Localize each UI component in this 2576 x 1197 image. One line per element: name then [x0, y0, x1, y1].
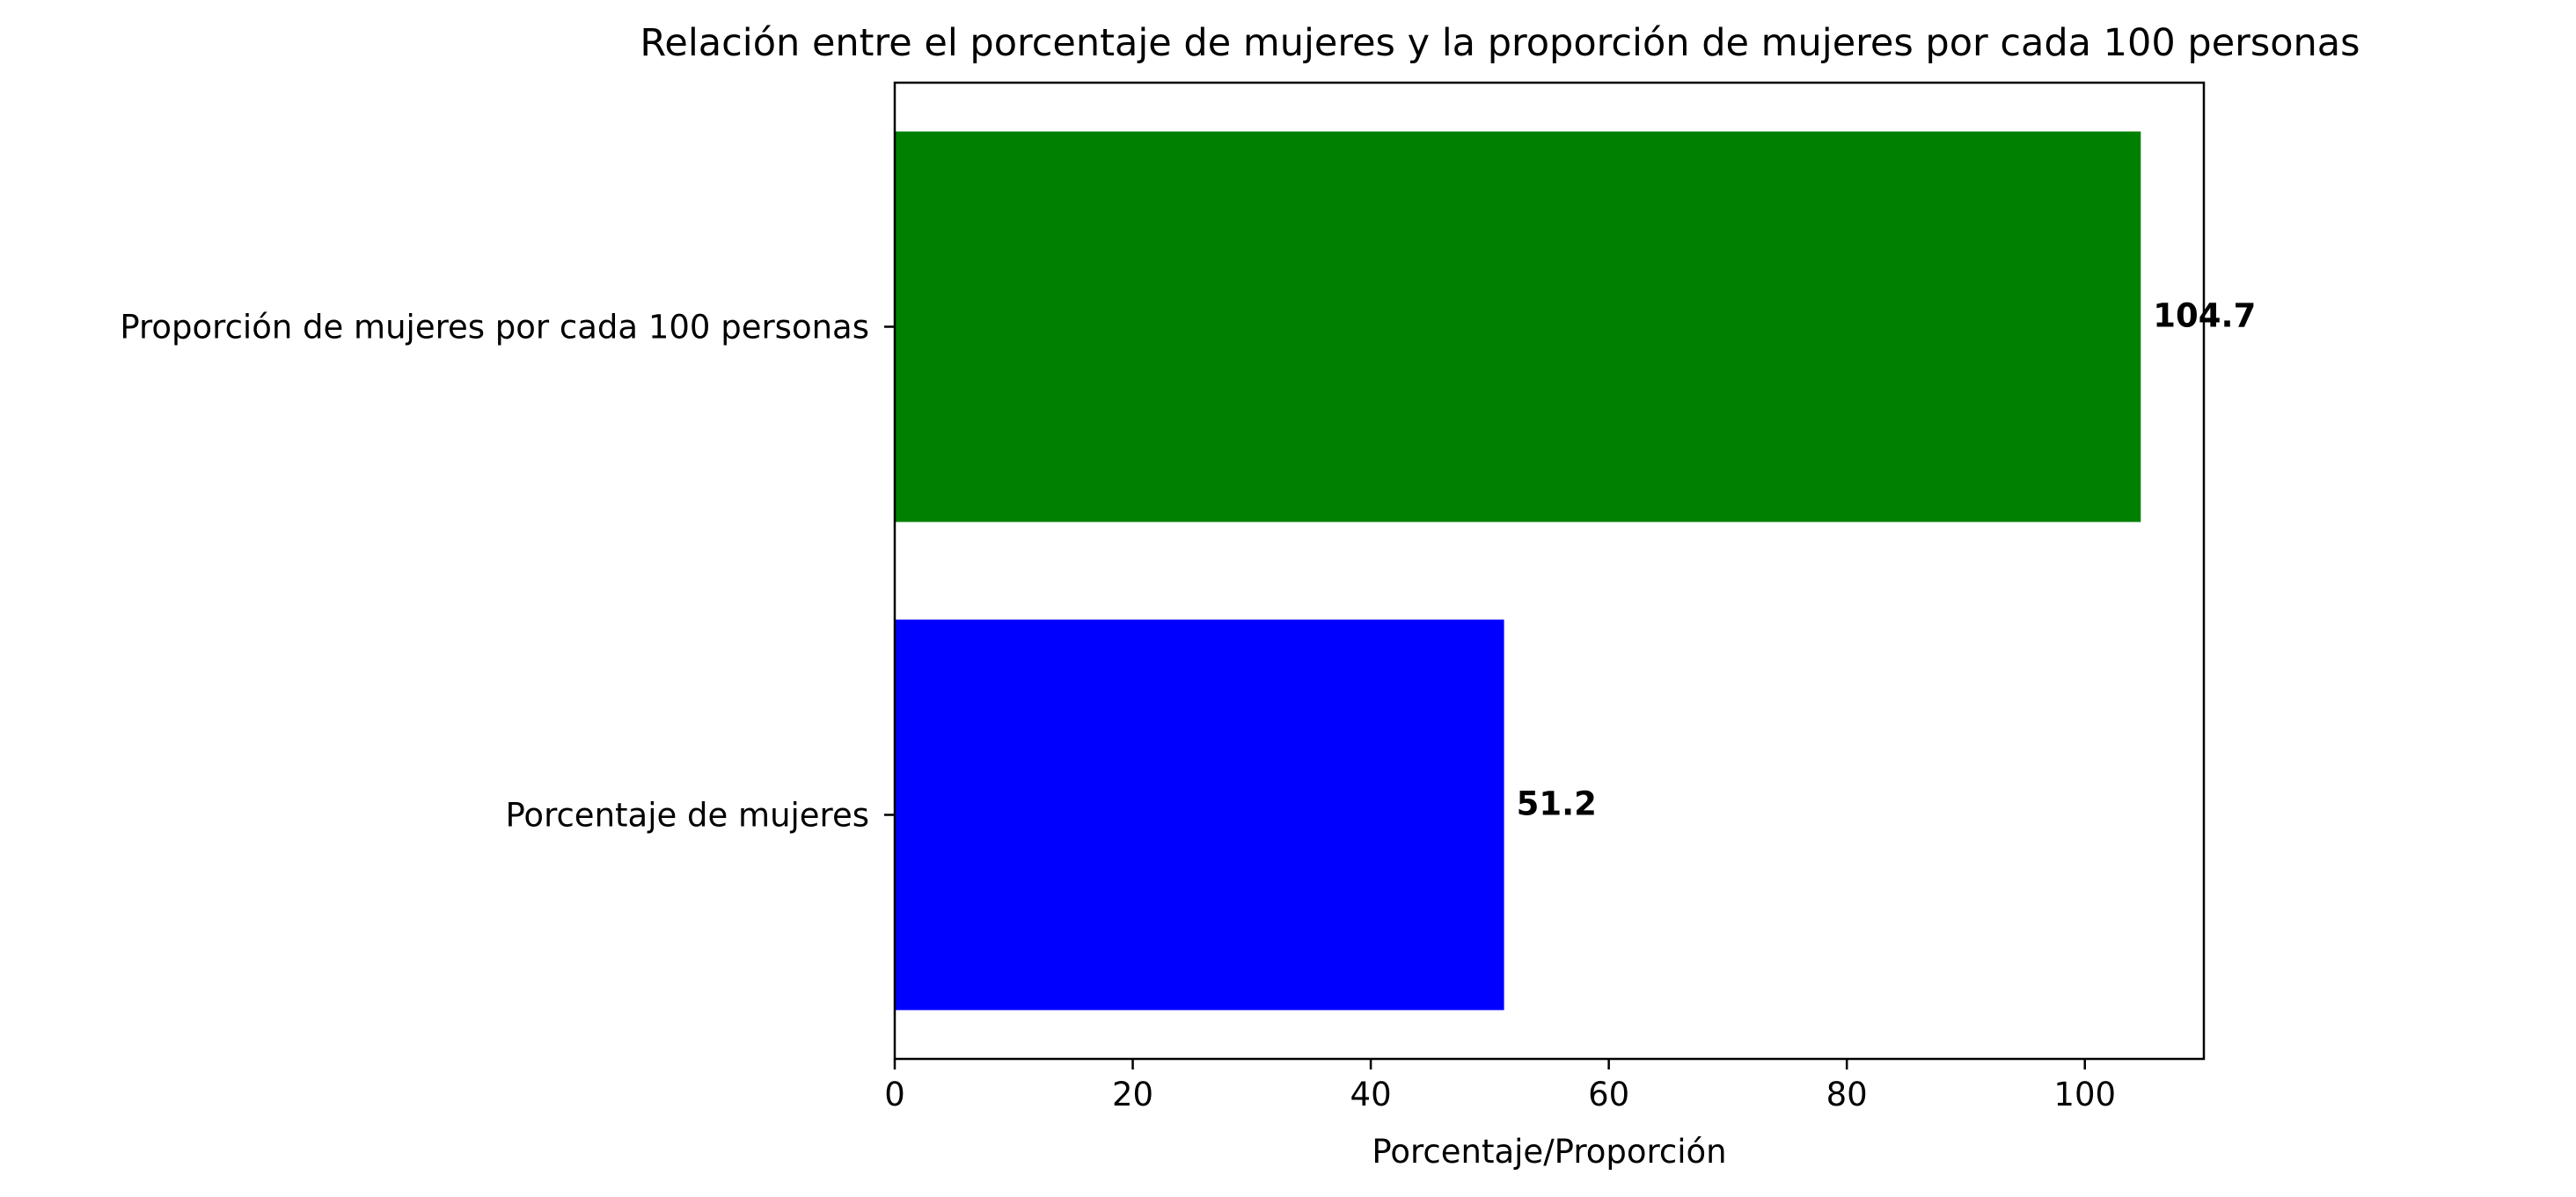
x-tick-label-5: 100	[2053, 1076, 2116, 1113]
x-tick-label-3: 60	[1588, 1076, 1629, 1113]
value-label-0: 51.2	[1517, 785, 1597, 823]
bar-1	[895, 131, 2141, 522]
x-axis-label: Porcentaje/Proporción	[1372, 1133, 1726, 1171]
x-tick-label-4: 80	[1826, 1076, 1868, 1113]
y-axis: Porcentaje de mujeres Proporción de mujer…	[120, 309, 895, 835]
value-label-1: 104.7	[2153, 297, 2256, 335]
x-tick-label-1: 20	[1112, 1076, 1153, 1113]
chart-title: Relación entre el porcentaje de mujeres …	[640, 21, 2360, 65]
x-tick-label-0: 0	[884, 1076, 905, 1113]
bars-group	[895, 131, 2141, 1011]
x-tick-label-2: 40	[1350, 1076, 1392, 1113]
bar-0	[895, 619, 1504, 1011]
y-tick-label-0: Porcentaje de mujeres	[505, 797, 869, 835]
x-axis: 0 20 40 60 80 100	[884, 1059, 2116, 1113]
value-labels-group: 51.2 104.7	[1517, 297, 2257, 823]
plot-frame	[893, 81, 2206, 1061]
y-tick-label-1: Proporción de mujeres por cada 100 perso…	[120, 309, 869, 347]
